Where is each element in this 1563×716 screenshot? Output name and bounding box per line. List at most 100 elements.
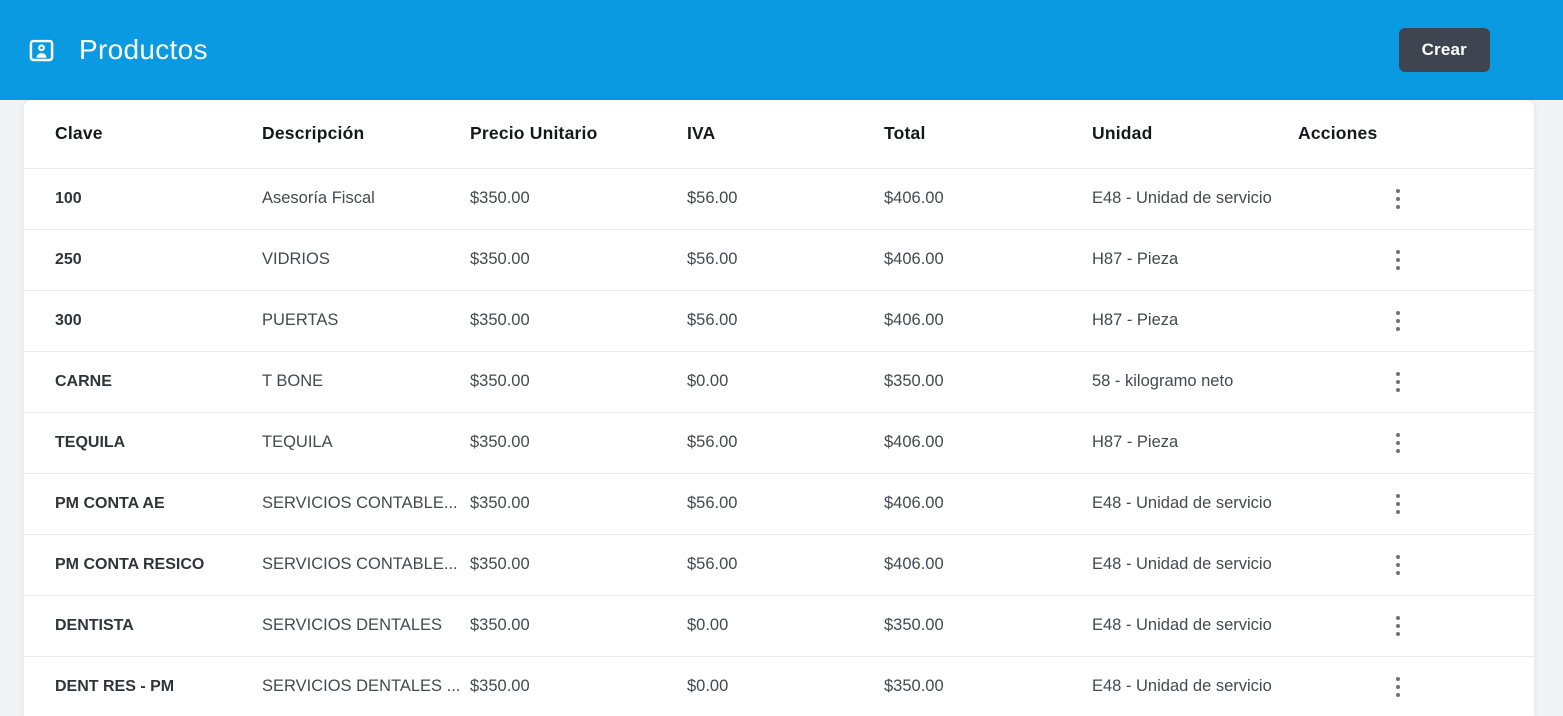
- products-table-header: Clave Descripción Precio Unitario IVA To…: [24, 100, 1534, 169]
- cell-precio-unitario: $350.00: [470, 229, 687, 291]
- cell-iva: $56.00: [687, 290, 884, 352]
- cell-unidad: E48 - Unidad de servicio: [1092, 595, 1298, 657]
- products-table: Clave Descripción Precio Unitario IVA To…: [24, 100, 1534, 716]
- table-row: PM CONTA RESICO SERVICIOS CONTABLE... $3…: [24, 534, 1534, 596]
- cell-acciones: [1298, 534, 1534, 596]
- kebab-dot: [1396, 432, 1400, 437]
- cell-total: $350.00: [884, 595, 1092, 657]
- cell-descripcion: SERVICIOS CONTABLE...: [262, 473, 470, 535]
- cell-descripcion: Asesoría Fiscal: [262, 168, 470, 230]
- cell-precio-unitario: $350.00: [470, 290, 687, 352]
- column-header-iva: IVA: [687, 100, 884, 169]
- kebab-menu-icon[interactable]: [1386, 427, 1410, 459]
- column-header-clave: Clave: [24, 100, 262, 169]
- cell-unidad: E48 - Unidad de servicio: [1092, 534, 1298, 596]
- cell-iva: $56.00: [687, 168, 884, 230]
- kebab-dot: [1396, 562, 1400, 567]
- kebab-dot: [1396, 448, 1400, 453]
- cell-precio-unitario: $350.00: [470, 473, 687, 535]
- kebab-dot: [1396, 493, 1400, 498]
- column-header-descripcion: Descripción: [262, 100, 470, 169]
- table-row: 250 VIDRIOS $350.00 $56.00 $406.00 H87 -…: [24, 229, 1534, 291]
- cell-precio-unitario: $350.00: [470, 351, 687, 413]
- cell-descripcion: T BONE: [262, 351, 470, 413]
- page-header: Productos Crear: [0, 0, 1563, 100]
- page-header-left: Productos: [28, 34, 208, 66]
- kebab-dot: [1396, 249, 1400, 254]
- cell-iva: $56.00: [687, 412, 884, 474]
- header-row: Clave Descripción Precio Unitario IVA To…: [24, 100, 1534, 169]
- cell-precio-unitario: $350.00: [470, 412, 687, 474]
- column-header-acciones: Acciones: [1298, 100, 1534, 169]
- table-row: TEQUILA TEQUILA $350.00 $56.00 $406.00 H…: [24, 412, 1534, 474]
- products-table-body: 100 Asesoría Fiscal $350.00 $56.00 $406.…: [24, 168, 1534, 716]
- cell-acciones: [1298, 595, 1534, 657]
- cell-iva: $56.00: [687, 229, 884, 291]
- table-row: PM CONTA AE SERVICIOS CONTABLE... $350.0…: [24, 473, 1534, 535]
- kebab-dot: [1396, 623, 1400, 628]
- cell-clave: DENTISTA: [24, 595, 262, 657]
- cell-acciones: [1298, 412, 1534, 474]
- cell-clave: 300: [24, 290, 262, 352]
- cell-acciones: [1298, 290, 1534, 352]
- cell-clave: DENT RES - PM: [24, 656, 262, 716]
- cell-unidad: H87 - Pieza: [1092, 229, 1298, 291]
- kebab-menu-icon[interactable]: [1386, 305, 1410, 337]
- cell-total: $406.00: [884, 534, 1092, 596]
- kebab-dot: [1396, 570, 1400, 575]
- kebab-menu-icon[interactable]: [1386, 366, 1410, 398]
- kebab-menu-icon[interactable]: [1386, 183, 1410, 215]
- cell-clave: PM CONTA AE: [24, 473, 262, 535]
- kebab-dot: [1396, 371, 1400, 376]
- cell-acciones: [1298, 656, 1534, 716]
- cell-unidad: H87 - Pieza: [1092, 412, 1298, 474]
- cell-total: $406.00: [884, 412, 1092, 474]
- kebab-dot: [1396, 188, 1400, 193]
- kebab-menu-icon[interactable]: [1386, 549, 1410, 581]
- kebab-menu-icon[interactable]: [1386, 610, 1410, 642]
- kebab-dot: [1396, 379, 1400, 384]
- cell-acciones: [1298, 229, 1534, 291]
- kebab-dot: [1396, 554, 1400, 559]
- kebab-dot: [1396, 631, 1400, 636]
- cell-total: $406.00: [884, 290, 1092, 352]
- cell-clave: PM CONTA RESICO: [24, 534, 262, 596]
- cell-clave: 100: [24, 168, 262, 230]
- table-row: DENT RES - PM SERVICIOS DENTALES ... $35…: [24, 656, 1534, 716]
- cell-descripcion: SERVICIOS DENTALES: [262, 595, 470, 657]
- kebab-dot: [1396, 310, 1400, 315]
- kebab-dot: [1396, 684, 1400, 689]
- cell-iva: $56.00: [687, 534, 884, 596]
- column-header-precio-unitario: Precio Unitario: [470, 100, 687, 169]
- cell-unidad: E48 - Unidad de servicio: [1092, 473, 1298, 535]
- cell-iva: $0.00: [687, 656, 884, 716]
- page-title: Productos: [79, 34, 208, 65]
- column-header-unidad: Unidad: [1092, 100, 1298, 169]
- cell-clave: TEQUILA: [24, 412, 262, 474]
- kebab-menu-icon[interactable]: [1386, 244, 1410, 276]
- cell-iva: $56.00: [687, 473, 884, 535]
- kebab-dot: [1396, 440, 1400, 445]
- table-row: 100 Asesoría Fiscal $350.00 $56.00 $406.…: [24, 168, 1534, 230]
- cell-iva: $0.00: [687, 595, 884, 657]
- kebab-dot: [1396, 257, 1400, 262]
- cell-unidad: 58 - kilogramo neto: [1092, 351, 1298, 413]
- cell-acciones: [1298, 351, 1534, 413]
- kebab-dot: [1396, 692, 1400, 697]
- cell-total: $406.00: [884, 168, 1092, 230]
- kebab-dot: [1396, 676, 1400, 681]
- table-row: 300 PUERTAS $350.00 $56.00 $406.00 H87 -…: [24, 290, 1534, 352]
- products-table-card: Clave Descripción Precio Unitario IVA To…: [24, 100, 1534, 716]
- cell-clave: 250: [24, 229, 262, 291]
- cell-unidad: H87 - Pieza: [1092, 290, 1298, 352]
- cell-total: $350.00: [884, 351, 1092, 413]
- cell-descripcion: VIDRIOS: [262, 229, 470, 291]
- kebab-dot: [1396, 326, 1400, 331]
- create-button[interactable]: Crear: [1398, 28, 1490, 72]
- cell-unidad: E48 - Unidad de servicio: [1092, 168, 1298, 230]
- kebab-menu-icon[interactable]: [1386, 671, 1410, 703]
- cell-precio-unitario: $350.00: [470, 595, 687, 657]
- cell-acciones: [1298, 473, 1534, 535]
- kebab-menu-icon[interactable]: [1386, 488, 1410, 520]
- cell-total: $350.00: [884, 656, 1092, 716]
